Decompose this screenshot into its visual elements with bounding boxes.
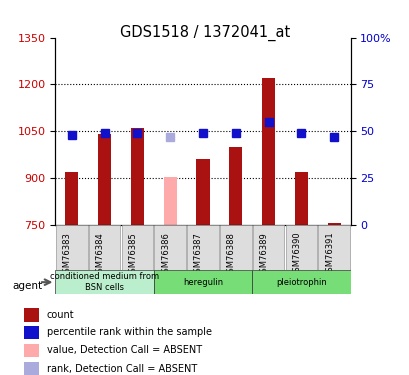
Bar (24, 308, 39, 322)
Text: GSM76386: GSM76386 (161, 232, 170, 278)
Bar (98, 134, 111, 225)
Bar (65, 172, 78, 225)
Bar (121, 225, 153, 270)
Bar (196, 159, 209, 225)
Bar (24, 362, 39, 375)
Bar (294, 172, 307, 225)
Text: GSM76389: GSM76389 (259, 232, 268, 278)
Bar (56, 225, 88, 270)
Bar (285, 225, 317, 270)
Bar (163, 177, 176, 225)
Bar (187, 225, 218, 270)
Text: GSM76387: GSM76387 (193, 232, 202, 278)
Bar (24, 326, 39, 339)
Text: pleiotrophin: pleiotrophin (275, 278, 326, 286)
Text: conditioned medium from
BSN cells: conditioned medium from BSN cells (50, 273, 159, 292)
Text: GSM76383: GSM76383 (63, 232, 72, 278)
Bar (317, 225, 349, 270)
Bar (252, 225, 284, 270)
Bar (327, 224, 340, 225)
Bar (252, 270, 350, 294)
Bar (219, 225, 251, 270)
Bar (55, 270, 153, 294)
Text: agent: agent (12, 281, 42, 291)
Text: count: count (47, 310, 74, 320)
Bar (24, 344, 39, 357)
Text: percentile rank within the sample: percentile rank within the sample (47, 327, 211, 337)
Text: GSM76390: GSM76390 (292, 232, 301, 278)
Bar (153, 270, 252, 294)
Bar (154, 225, 186, 270)
Text: GSM76384: GSM76384 (95, 232, 104, 278)
Text: heregulin: heregulin (182, 278, 222, 286)
Bar (229, 147, 242, 225)
Bar (261, 78, 274, 225)
Text: GDS1518 / 1372041_at: GDS1518 / 1372041_at (119, 24, 290, 40)
Text: GSM76391: GSM76391 (324, 232, 333, 278)
Bar (88, 225, 120, 270)
Text: GSM76385: GSM76385 (128, 232, 137, 278)
Text: rank, Detection Call = ABSENT: rank, Detection Call = ABSENT (47, 364, 197, 374)
Bar (130, 128, 144, 225)
Text: value, Detection Call = ABSENT: value, Detection Call = ABSENT (47, 345, 202, 355)
Text: GSM76388: GSM76388 (226, 232, 235, 278)
